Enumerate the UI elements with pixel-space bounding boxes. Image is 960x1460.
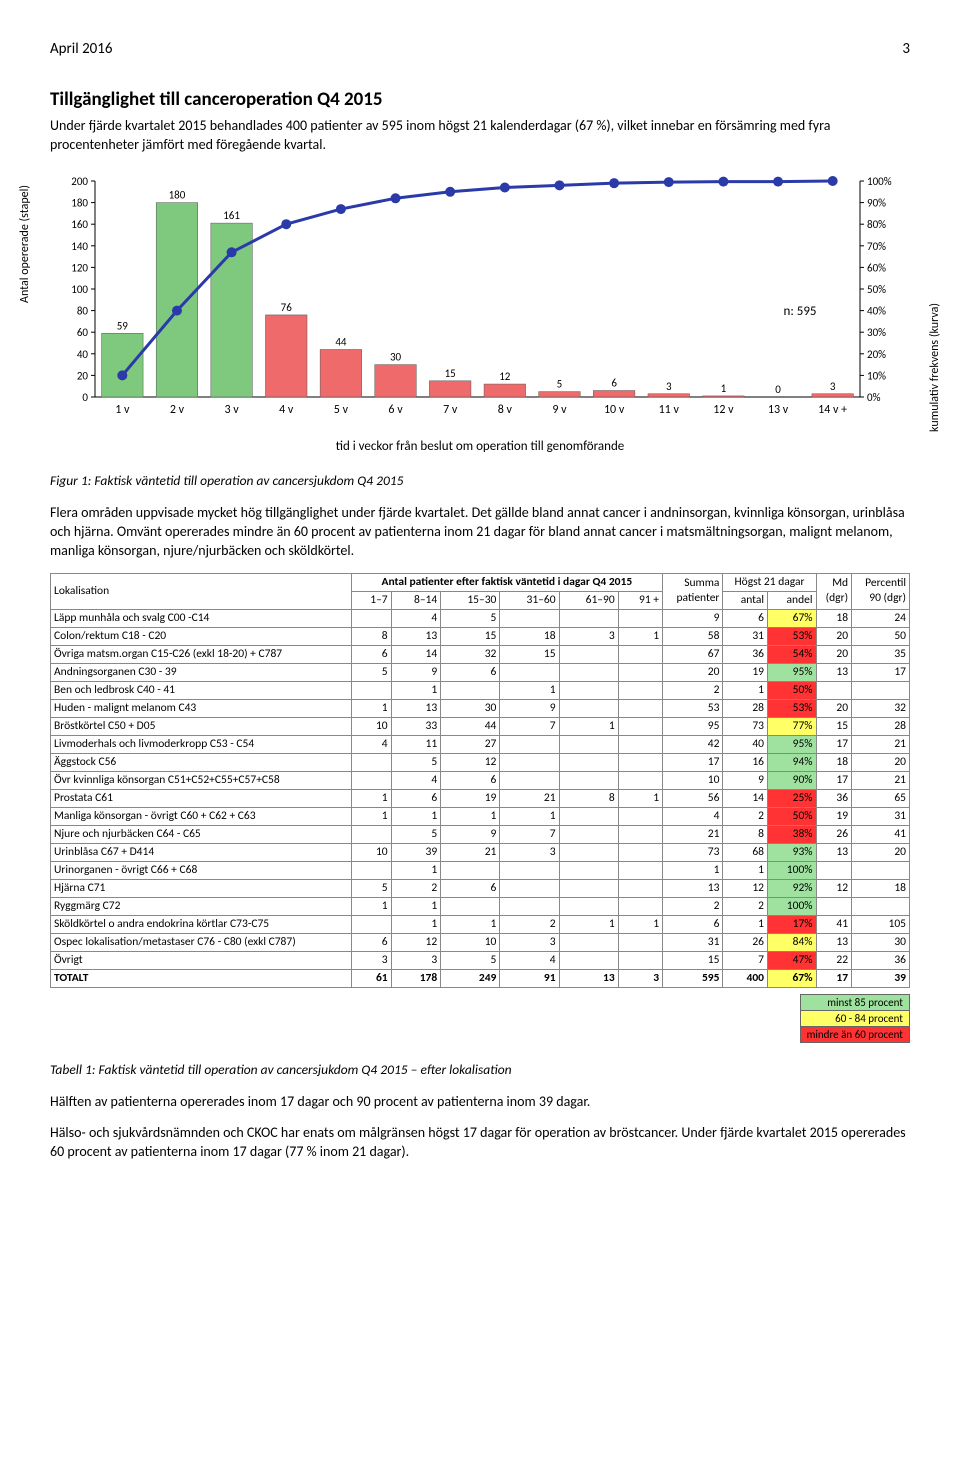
svg-text:59: 59 xyxy=(117,319,129,332)
svg-text:6: 6 xyxy=(611,376,617,389)
color-legend: minst 85 procent60 - 84 procentmindre än… xyxy=(800,994,910,1043)
y-right-label: kumulativ frekvens (kurva) xyxy=(928,303,942,432)
svg-text:80: 80 xyxy=(77,304,89,317)
table-row: Ospec lokalisation/metastaser C76 - C80 … xyxy=(51,933,910,951)
header-page: 3 xyxy=(902,40,910,58)
svg-text:50%: 50% xyxy=(867,283,886,296)
legend-row: minst 85 procent xyxy=(800,994,909,1010)
table-row: Ben och ledbrosk C40 - 41112150% xyxy=(51,681,910,699)
table-row: Läpp munhåla och svalg C00 -C14459667%18… xyxy=(51,609,910,627)
svg-text:14 v +: 14 v + xyxy=(818,403,847,417)
svg-text:30%: 30% xyxy=(867,326,886,339)
table-row: Colon/rektum C18 - C20813151831583153%20… xyxy=(51,627,910,645)
legend-row: 60 - 84 procent xyxy=(800,1010,909,1026)
svg-text:20: 20 xyxy=(77,369,89,382)
svg-text:10%: 10% xyxy=(867,369,886,382)
table-row: Övr kvinnliga könsorgan C51+C52+C55+C57+… xyxy=(51,771,910,789)
svg-text:0: 0 xyxy=(82,391,88,404)
svg-text:1 v: 1 v xyxy=(115,403,130,417)
svg-text:5 v: 5 v xyxy=(334,403,349,417)
table1-caption: Tabell 1: Faktisk väntetid till operatio… xyxy=(50,1061,910,1079)
table-row: Livmoderhals och livmoderkropp C53 - C54… xyxy=(51,735,910,753)
svg-text:200: 200 xyxy=(71,175,88,188)
table-row: Bröstkörtel C50 + D0510334471957377%1528 xyxy=(51,717,910,735)
svg-text:40: 40 xyxy=(77,348,89,361)
svg-text:7 v: 7 v xyxy=(443,403,458,417)
svg-text:180: 180 xyxy=(71,196,88,209)
paragraph-3: Hälften av patienterna opererades inom 1… xyxy=(50,1093,910,1112)
svg-text:0: 0 xyxy=(775,383,781,396)
svg-text:90%: 90% xyxy=(867,196,886,209)
svg-text:20%: 20% xyxy=(867,348,886,361)
legend-row: mindre än 60 procent xyxy=(800,1026,909,1042)
table-row: TOTALT611782499113359540067%1739 xyxy=(51,969,910,987)
svg-text:100: 100 xyxy=(71,283,88,296)
svg-text:44: 44 xyxy=(335,335,347,348)
figure1-caption: Figur 1: Faktisk väntetid till operation… xyxy=(50,472,910,490)
y-left-label: Antal opererade (stapel) xyxy=(18,185,32,303)
svg-text:9 v: 9 v xyxy=(552,403,567,417)
svg-text:11 v: 11 v xyxy=(659,403,680,417)
svg-text:4 v: 4 v xyxy=(279,403,294,417)
svg-text:6 v: 6 v xyxy=(388,403,403,417)
svg-text:70%: 70% xyxy=(867,240,886,253)
svg-text:2 v: 2 v xyxy=(170,403,185,417)
localisation-table: LokalisationAntal patienter efter faktis… xyxy=(50,573,910,988)
svg-text:40%: 40% xyxy=(867,304,886,317)
table-row: Urinblåsa C67 + D4141039213736893%1320 xyxy=(51,843,910,861)
svg-text:60%: 60% xyxy=(867,261,886,274)
svg-text:3: 3 xyxy=(666,380,672,393)
svg-text:8 v: 8 v xyxy=(498,403,513,417)
table-row: Hjärna C71526131292%1218 xyxy=(51,879,910,897)
table-row: Övriga matsm.organ C15-C26 (exkl 18-20) … xyxy=(51,645,910,663)
svg-text:180: 180 xyxy=(169,188,186,201)
svg-text:5: 5 xyxy=(557,377,563,390)
svg-text:12 v: 12 v xyxy=(713,403,734,417)
page-header: April 2016 3 xyxy=(50,40,910,58)
table-row: Prostata C6116192181561425%3665 xyxy=(51,789,910,807)
chart-container: Antal opererade (stapel) 020406080100120… xyxy=(50,173,910,433)
svg-text:161: 161 xyxy=(223,209,240,222)
table-row: Andningsorganen C30 - 39596201995%1317 xyxy=(51,663,910,681)
svg-text:3 v: 3 v xyxy=(224,403,239,417)
paragraph-4: Hälso- och sjukvårdsnämnden och CKOC har… xyxy=(50,1124,910,1162)
svg-text:30: 30 xyxy=(390,350,402,363)
table-row: Ryggmärg C721122100% xyxy=(51,897,910,915)
svg-text:80%: 80% xyxy=(867,218,886,231)
svg-text:n: 595: n: 595 xyxy=(783,304,816,319)
svg-text:1: 1 xyxy=(721,382,727,395)
svg-text:12: 12 xyxy=(499,370,511,383)
table-row: Njure och njurbäcken C64 - C6559721838%2… xyxy=(51,825,910,843)
table-row: Äggstock C56512171694%1820 xyxy=(51,753,910,771)
svg-text:15: 15 xyxy=(445,367,456,380)
svg-text:13 v: 13 v xyxy=(768,403,789,417)
bar-line-chart: 0204060801001201401601802000%10%20%30%40… xyxy=(50,173,910,433)
svg-text:120: 120 xyxy=(71,261,88,274)
svg-text:76: 76 xyxy=(281,301,293,314)
page-title: Tillgänglighet till canceroperation Q4 2… xyxy=(50,88,910,111)
svg-text:140: 140 xyxy=(71,240,88,253)
table-row: Sköldkörtel o andra endokrina körtlar C7… xyxy=(51,915,910,933)
svg-text:0%: 0% xyxy=(867,391,881,404)
table-row: Huden - malignt melanom C43113309532853%… xyxy=(51,699,910,717)
svg-text:100%: 100% xyxy=(867,175,892,188)
table-row: Urinorganen - övrigt C66 + C68111100% xyxy=(51,861,910,879)
table-row: Manliga könsorgan - övrigt C60 + C62 + C… xyxy=(51,807,910,825)
table-row: Övrigt335415747%2236 xyxy=(51,951,910,969)
paragraph-2: Flera områden uppvisade mycket hög tillg… xyxy=(50,504,910,561)
x-axis-sublabel: tid i veckor från beslut om operation ti… xyxy=(50,439,910,454)
header-date: April 2016 xyxy=(50,40,112,58)
svg-text:10 v: 10 v xyxy=(604,403,625,417)
intro-paragraph: Under fjärde kvartalet 2015 behandlades … xyxy=(50,117,910,155)
svg-text:3: 3 xyxy=(830,380,836,393)
svg-text:60: 60 xyxy=(77,326,89,339)
svg-text:160: 160 xyxy=(71,218,88,231)
